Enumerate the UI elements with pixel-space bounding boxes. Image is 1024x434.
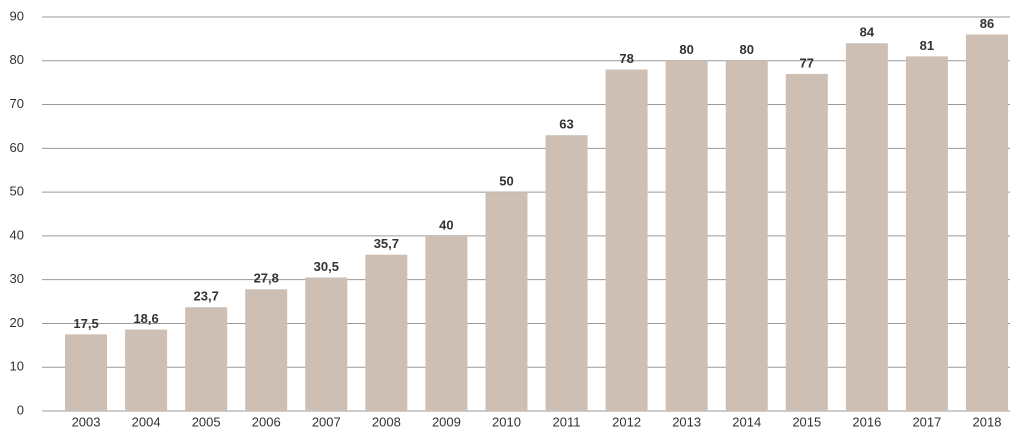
bar [725,60,768,412]
bar [545,135,588,411]
x-tick-label: 2007 [312,414,341,429]
y-tick-label: 50 [10,184,24,199]
bar [185,307,228,411]
value-label: 50 [499,174,513,189]
x-tick-label: 2018 [973,414,1002,429]
value-label: 27,8 [254,271,279,286]
value-label: 30,5 [314,259,339,274]
value-label: 63 [559,117,573,132]
x-tick-label: 2014 [732,414,761,429]
bar [425,235,468,411]
value-label: 18,6 [133,311,158,326]
y-tick-label: 10 [10,359,24,374]
value-label: 84 [860,25,875,40]
x-tick-label: 2009 [432,414,461,429]
y-tick-label: 90 [10,8,24,23]
x-tick-label: 2005 [192,414,221,429]
bar [905,56,948,412]
x-tick-label: 2015 [792,414,821,429]
x-tick-label: 2003 [72,414,101,429]
value-label: 23,7 [194,289,219,304]
value-label: 77 [800,55,814,70]
value-label: 80 [739,42,753,57]
value-label: 40 [439,217,453,232]
y-tick-label: 80 [10,52,24,67]
bar [485,192,528,411]
x-tick-label: 2006 [252,414,281,429]
bar [305,277,348,411]
bar [245,289,288,411]
y-tick-label: 30 [10,271,24,286]
bar [665,60,708,412]
value-label: 78 [619,51,633,66]
y-tick-label: 70 [10,96,24,111]
x-tick-label: 2012 [612,414,641,429]
value-label: 35,7 [374,236,399,251]
x-tick-label: 2010 [492,414,521,429]
bar [845,43,888,412]
x-tick-label: 2017 [912,414,941,429]
x-tick-label: 2011 [553,414,581,429]
bar [365,254,408,411]
y-tick-label: 60 [10,140,24,155]
value-label: 86 [980,16,994,31]
bar [965,34,1008,412]
bar [125,329,168,411]
y-tick-label: 20 [10,315,24,330]
x-tick-label: 2013 [672,414,701,429]
x-tick-label: 2016 [852,414,881,429]
value-label: 80 [679,42,693,57]
value-label: 81 [920,38,934,53]
y-tick-label: 0 [17,402,24,417]
x-tick-label: 2004 [132,414,161,429]
value-label: 17,5 [73,316,98,331]
y-tick-label: 40 [10,227,24,242]
bar [605,69,648,412]
bar [65,334,108,411]
x-tick-label: 2008 [372,414,401,429]
bar [785,73,828,412]
